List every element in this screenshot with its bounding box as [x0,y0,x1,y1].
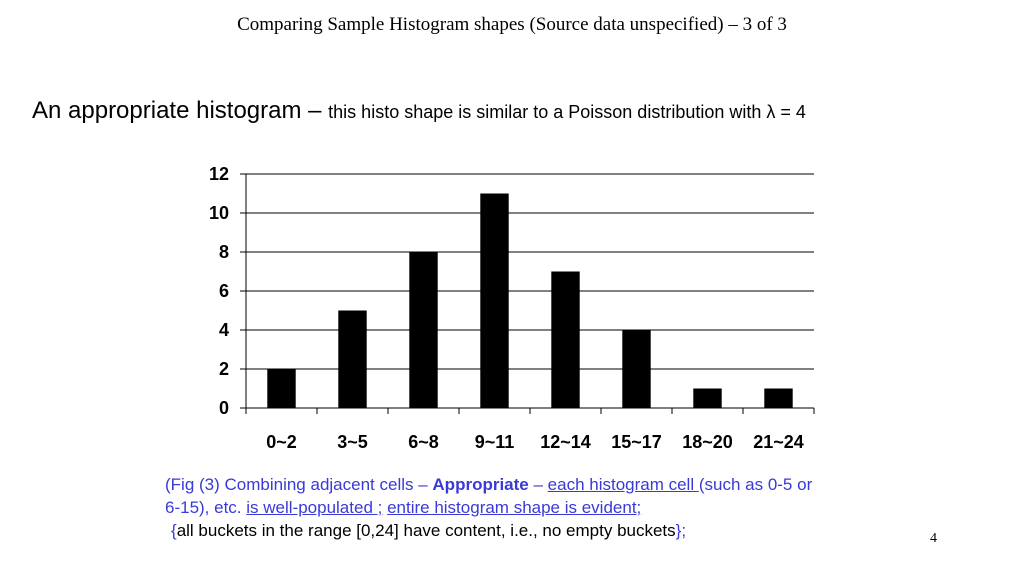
histogram-bar-9~11 [480,193,509,408]
caption-shape-evident: entire histogram shape is evident; [387,498,642,517]
x-tick-label-5: 15~17 [611,432,662,452]
caption-brace-close: }; [675,521,687,540]
y-tick-label-2: 4 [219,320,229,340]
histogram-bar-21~24 [764,388,793,408]
heading-main: An appropriate histogram – [32,97,329,124]
x-tick-label-4: 12~14 [540,432,591,452]
y-tick-label-0: 0 [219,398,229,418]
caption-dash: – [528,475,548,494]
x-tick-label-3: 9~11 [475,432,515,452]
slide-heading: An appropriate histogram – this histo sh… [32,97,806,125]
histogram-bar-0~2 [267,369,296,408]
histogram-bar-12~14 [551,271,580,408]
figure-caption: (Fig (3) Combining adjacent cells – Appr… [165,473,825,542]
x-tick-label-2: 6~8 [408,432,439,452]
caption-buckets: all buckets in the range [0,24] have con… [176,521,676,540]
y-tick-label-5: 10 [209,203,229,223]
slide-title: Comparing Sample Histogram shapes (Sourc… [237,14,787,35]
y-tick-label-4: 8 [219,242,229,262]
caption-such-as: (such as 0-5 or 6-15), etc. [165,475,813,517]
y-tick-label-6: 12 [209,164,229,184]
caption-brace-open: { [171,521,177,540]
x-tick-label-6: 18~20 [682,432,733,452]
histogram-bar-15~17 [622,330,651,408]
heading-sub: this histo shape is similar to a Poisson… [328,102,806,122]
caption-appropriate: Appropriate [432,475,529,494]
x-tick-label-1: 3~5 [337,432,368,452]
histogram-bar-18~20 [693,388,722,408]
histogram-bar-3~5 [338,310,367,408]
page-number: 4 [930,531,937,546]
caption-well-populated: is well-populated ; [246,498,383,517]
x-tick-label-7: 21~24 [753,432,804,452]
y-tick-label-1: 2 [219,359,229,379]
caption-fig-label: (Fig (3) Combining adjacent cells – [165,475,433,494]
histogram-bar-6~8 [409,252,438,408]
y-tick-label-3: 6 [219,281,229,301]
caption-each-cell: each histogram cell [547,475,699,494]
x-tick-label-0: 0~2 [266,432,297,452]
